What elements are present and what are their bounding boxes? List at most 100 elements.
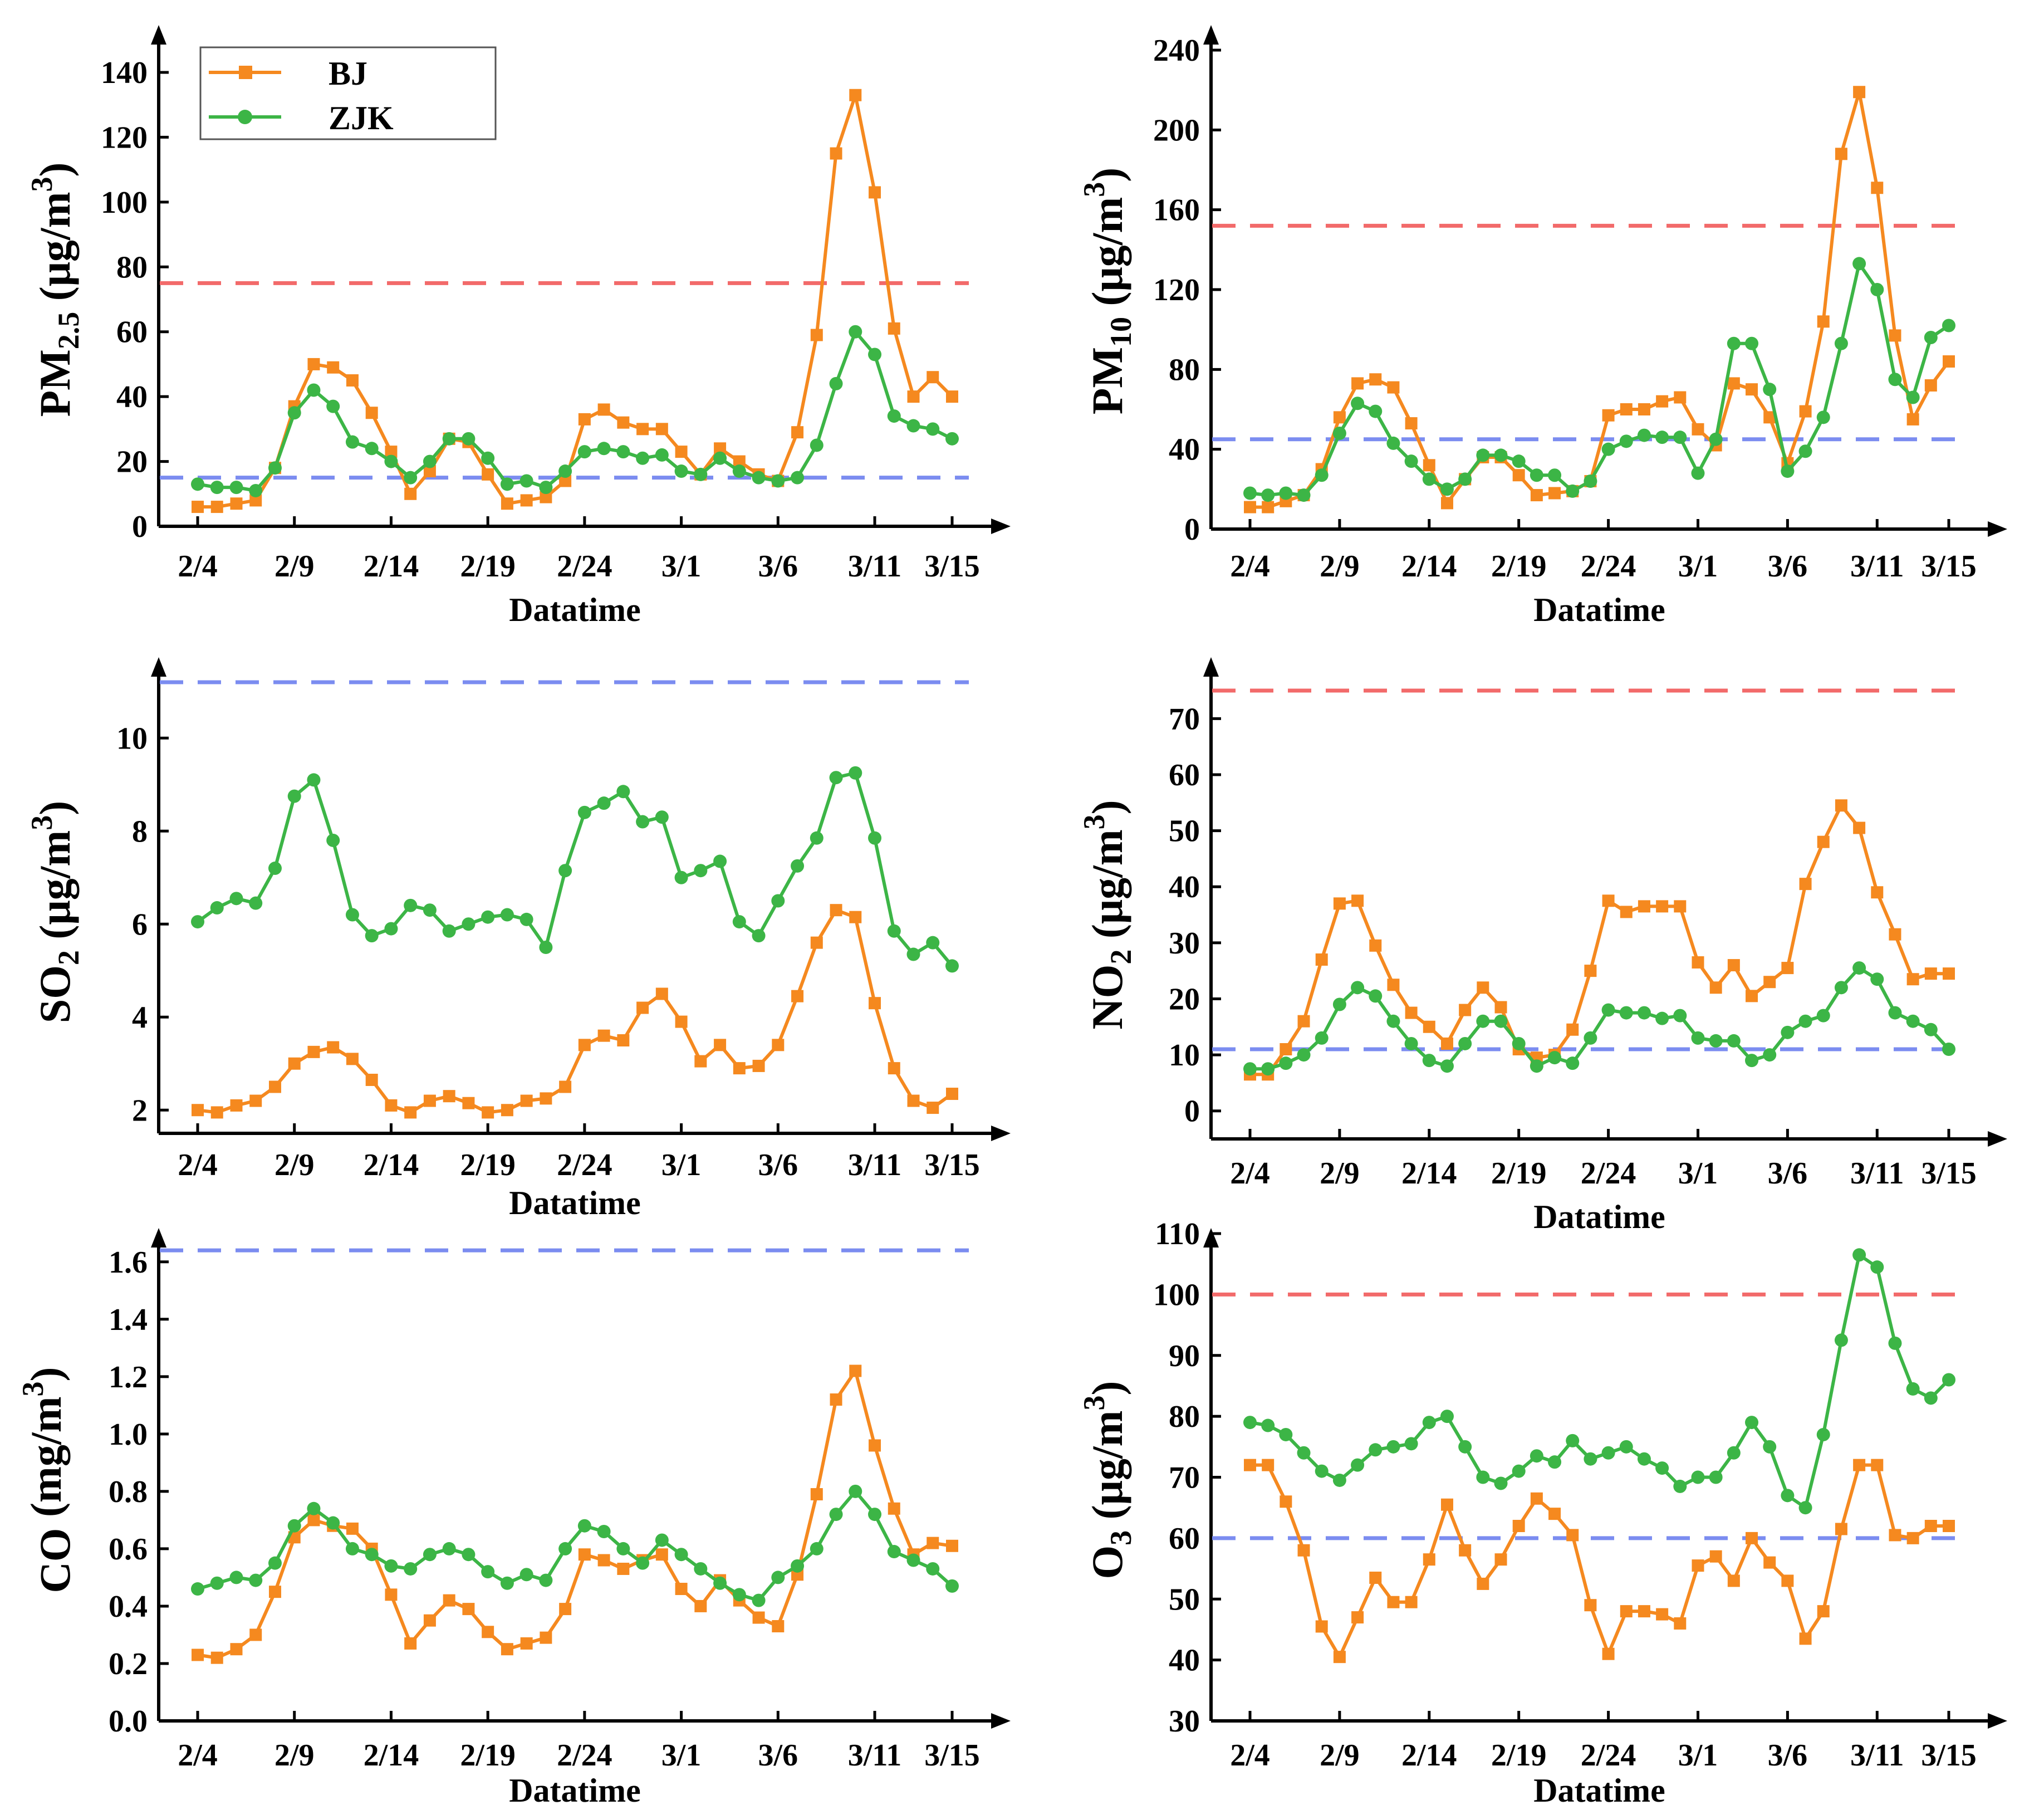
data-point-ZJK xyxy=(1494,1476,1508,1490)
data-point-ZJK xyxy=(810,438,824,452)
data-point-ZJK xyxy=(481,1565,495,1579)
data-point-ZJK xyxy=(732,1588,746,1602)
data-point-BJ xyxy=(1405,1006,1418,1019)
data-point-ZJK xyxy=(1458,1440,1472,1454)
data-point-ZJK xyxy=(674,870,688,884)
data-point-BJ xyxy=(249,1628,262,1641)
data-point-ZJK xyxy=(810,831,824,845)
data-point-BJ xyxy=(927,1102,939,1114)
data-point-ZJK xyxy=(539,1573,553,1587)
y-tick-label: 20 xyxy=(116,445,148,480)
y-tick-label: 60 xyxy=(116,315,148,350)
data-point-ZJK xyxy=(616,1542,630,1555)
y-tick-label: 200 xyxy=(1153,113,1200,148)
y-axis-title-part: 3 xyxy=(25,815,58,830)
data-point-ZJK xyxy=(1315,468,1329,482)
y-tick-label: 40 xyxy=(116,380,148,414)
data-point-ZJK xyxy=(945,432,959,446)
data-point-ZJK xyxy=(404,1562,418,1576)
chart-pm10: 0 40 80 120 160 200 240 2/4 2/9 2/14 2/19 2/24 3/1 3/… xyxy=(1077,25,2007,628)
y-axis-title-part: O xyxy=(1083,1545,1131,1579)
data-point-ZJK xyxy=(210,901,224,915)
x-axis-title: Datatime xyxy=(1533,591,1665,628)
data-point-BJ xyxy=(1351,377,1364,390)
data-point-BJ xyxy=(249,494,262,507)
x-axis-arrow xyxy=(1988,1713,2007,1729)
data-point-ZJK xyxy=(713,854,727,868)
y-tick-label: 100 xyxy=(1153,1278,1200,1312)
data-point-ZJK xyxy=(849,766,862,780)
data-point-ZJK xyxy=(1261,488,1275,502)
data-point-BJ xyxy=(1333,897,1346,910)
data-point-ZJK xyxy=(1458,1036,1472,1050)
data-point-ZJK xyxy=(229,1571,243,1584)
y-axis-title: SO2 (μg/m3) xyxy=(25,801,85,1023)
data-point-BJ xyxy=(752,1611,765,1624)
data-point-ZJK xyxy=(1816,410,1830,424)
data-point-BJ xyxy=(230,1643,243,1656)
y-tick-label: 0 xyxy=(1184,512,1200,547)
data-point-ZJK xyxy=(1798,1501,1812,1515)
data-point-BJ xyxy=(1656,395,1669,408)
y-tick-label: 0 xyxy=(132,510,148,544)
data-point-BJ xyxy=(404,1637,417,1650)
x-tick-label: 2/19 xyxy=(1491,1156,1547,1191)
x-tick-label: 3/1 xyxy=(661,1148,702,1182)
data-point-BJ xyxy=(346,1522,359,1535)
data-point-ZJK xyxy=(713,451,727,465)
data-point-BJ xyxy=(404,1106,417,1119)
data-point-ZJK xyxy=(752,1593,766,1607)
series-line-ZJK xyxy=(1250,966,1950,1071)
series-line-ZJK xyxy=(1249,262,1950,497)
data-point-ZJK xyxy=(577,1519,591,1533)
data-point-ZJK xyxy=(1745,336,1759,350)
data-point-ZJK xyxy=(791,859,805,873)
x-tick-label: 3/15 xyxy=(924,1148,980,1182)
data-point-ZJK xyxy=(462,432,476,446)
y-tick-label: 8 xyxy=(132,814,148,849)
data-point-BJ xyxy=(1746,1532,1758,1544)
data-point-BJ xyxy=(946,1088,958,1100)
data-point-ZJK xyxy=(1548,468,1562,482)
chart-o3: 30 40 50 60 70 80 90 100 110 2/4 2/9 2/14 2/19 2/24 3/… xyxy=(1077,1217,2007,1809)
data-point-BJ xyxy=(346,1053,359,1065)
data-point-BJ xyxy=(1924,1520,1937,1532)
data-point-ZJK xyxy=(1745,1054,1759,1068)
data-point-ZJK xyxy=(1942,1043,1955,1056)
data-point-ZJK xyxy=(268,461,282,475)
x-tick-label: 3/1 xyxy=(661,549,702,584)
data-point-BJ xyxy=(1924,379,1937,392)
data-point-ZJK xyxy=(791,1559,805,1573)
data-point-BJ xyxy=(540,491,552,503)
x-tick-label: 2/24 xyxy=(557,1148,612,1182)
y-axis-title-part: (μg/m xyxy=(31,192,79,311)
series-line-BJ xyxy=(198,93,954,509)
data-point-BJ xyxy=(1405,1596,1418,1608)
data-point-BJ xyxy=(346,374,359,387)
data-point-ZJK xyxy=(1691,466,1705,480)
data-point-BJ xyxy=(1871,182,1884,194)
data-point-BJ xyxy=(1709,981,1722,994)
data-point-ZJK xyxy=(1709,1470,1723,1484)
x-tick-label: 3/11 xyxy=(848,549,901,584)
data-point-ZJK xyxy=(636,815,650,829)
data-point-BJ xyxy=(830,147,842,160)
x-tick-label: 2/14 xyxy=(364,1738,419,1773)
data-point-BJ xyxy=(423,465,436,478)
data-point-BJ xyxy=(869,186,881,199)
data-point-BJ xyxy=(655,987,668,1000)
data-point-ZJK xyxy=(694,1562,708,1576)
data-point-ZJK xyxy=(1332,997,1346,1011)
data-point-BJ xyxy=(1656,900,1669,913)
y-tick-label: 30 xyxy=(1169,926,1200,961)
data-point-BJ xyxy=(655,1548,668,1561)
data-point-ZJK xyxy=(577,445,591,459)
y-axis-title-part: ) xyxy=(1083,168,1131,182)
data-point-ZJK xyxy=(1351,981,1365,995)
data-point-ZJK xyxy=(655,448,669,462)
data-point-BJ xyxy=(578,1548,591,1561)
data-point-BJ xyxy=(617,416,630,429)
data-point-BJ xyxy=(540,1092,552,1105)
y-tick-label: 110 xyxy=(1155,1217,1200,1251)
